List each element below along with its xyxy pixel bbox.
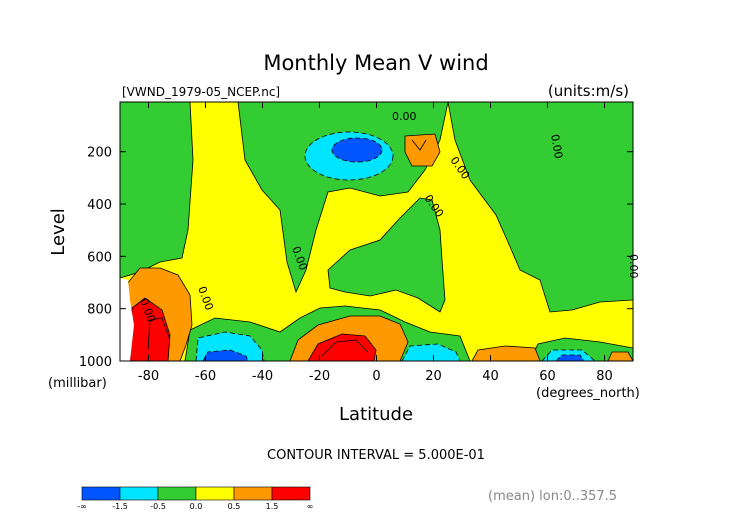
x-tick-label: 0 — [372, 369, 380, 384]
colorbar-label: -1.5 — [112, 502, 128, 511]
x-tick-label: -60 — [195, 369, 216, 384]
y-axis: 200 400 600 800 1000 — [79, 146, 633, 370]
contour-interval: CONTOUR INTERVAL = 5.000E-01 — [267, 448, 485, 463]
x-tick-label: -40 — [252, 369, 273, 384]
colorbar-label: -0.5 — [150, 502, 166, 511]
contour-label: 0.00 — [627, 254, 640, 279]
region-nh-polar-orange — [607, 351, 633, 361]
colorbar-swatch — [81, 486, 121, 501]
contour-line — [411, 139, 427, 151]
region-sh-midlat-blue — [202, 349, 249, 361]
file-label: [VWND_1979-05_NCEP.nc] — [122, 85, 280, 99]
region-upper-trop-core — [331, 137, 383, 163]
x-tick-label: -80 — [138, 369, 159, 384]
y-tick-label: 1000 — [79, 355, 112, 370]
x-tick-label: -20 — [309, 369, 330, 384]
y-tick-label: 200 — [87, 146, 112, 161]
contour-label: 0.00 — [392, 110, 417, 123]
colorbar-label: 0.5 — [228, 502, 241, 511]
x-tick-label: 20 — [425, 369, 442, 384]
colorbar-label: 0.0 — [190, 502, 203, 511]
contour-label: 0.00 — [548, 133, 565, 159]
colorbar-label: 1.5 — [266, 502, 279, 511]
y-tick-label: 400 — [87, 198, 112, 213]
region-nh-upper-orange — [404, 133, 441, 167]
x-axis: -80 -60 -40 -20 0 20 40 60 80 — [138, 102, 613, 384]
colorbar-swatch — [271, 486, 311, 501]
region-nh-tropical-cyan — [401, 343, 461, 361]
region-sh-polar-red — [129, 297, 171, 361]
colorbar-label: -∞ — [77, 502, 87, 511]
colorbar-swatch — [119, 486, 159, 501]
y-axis-units: (millibar) — [48, 376, 107, 391]
y-tick-label: 800 — [87, 303, 112, 318]
contour-line — [321, 339, 369, 357]
colorbar-swatch — [157, 486, 197, 501]
colorbar-label: ∞ — [307, 502, 314, 511]
units-label: (units:m/s) — [548, 82, 629, 100]
footer-note: (mean) lon:0..357.5 — [488, 489, 617, 504]
x-tick-label: 80 — [596, 369, 613, 384]
region-nh-subtrop-orange — [471, 345, 541, 361]
y-tick-label: 600 — [87, 250, 112, 265]
colorbar-swatch — [195, 486, 235, 501]
contour-line — [147, 317, 171, 351]
region-nh-midlat-green — [447, 102, 633, 313]
region-sh-highlat-green — [120, 102, 194, 279]
missing-data-area — [120, 278, 134, 361]
region-subtrop-tongue-green — [327, 197, 446, 313]
y-axis-title: Level — [48, 208, 69, 256]
region-tropical-surface-red — [307, 333, 377, 361]
x-tick-label: 60 — [539, 369, 556, 384]
x-tick-label: 40 — [482, 369, 499, 384]
x-axis-units: (degrees_north) — [536, 386, 640, 401]
region-nh-midlat-blue — [555, 354, 585, 361]
colorbar-swatch — [233, 486, 273, 501]
chart-title: Monthly Mean V wind — [263, 51, 488, 75]
colorbar: -∞ -1.5 -0.5 0.0 0.5 1.5 ∞ — [77, 486, 314, 511]
x-axis-title: Latitude — [339, 404, 413, 425]
